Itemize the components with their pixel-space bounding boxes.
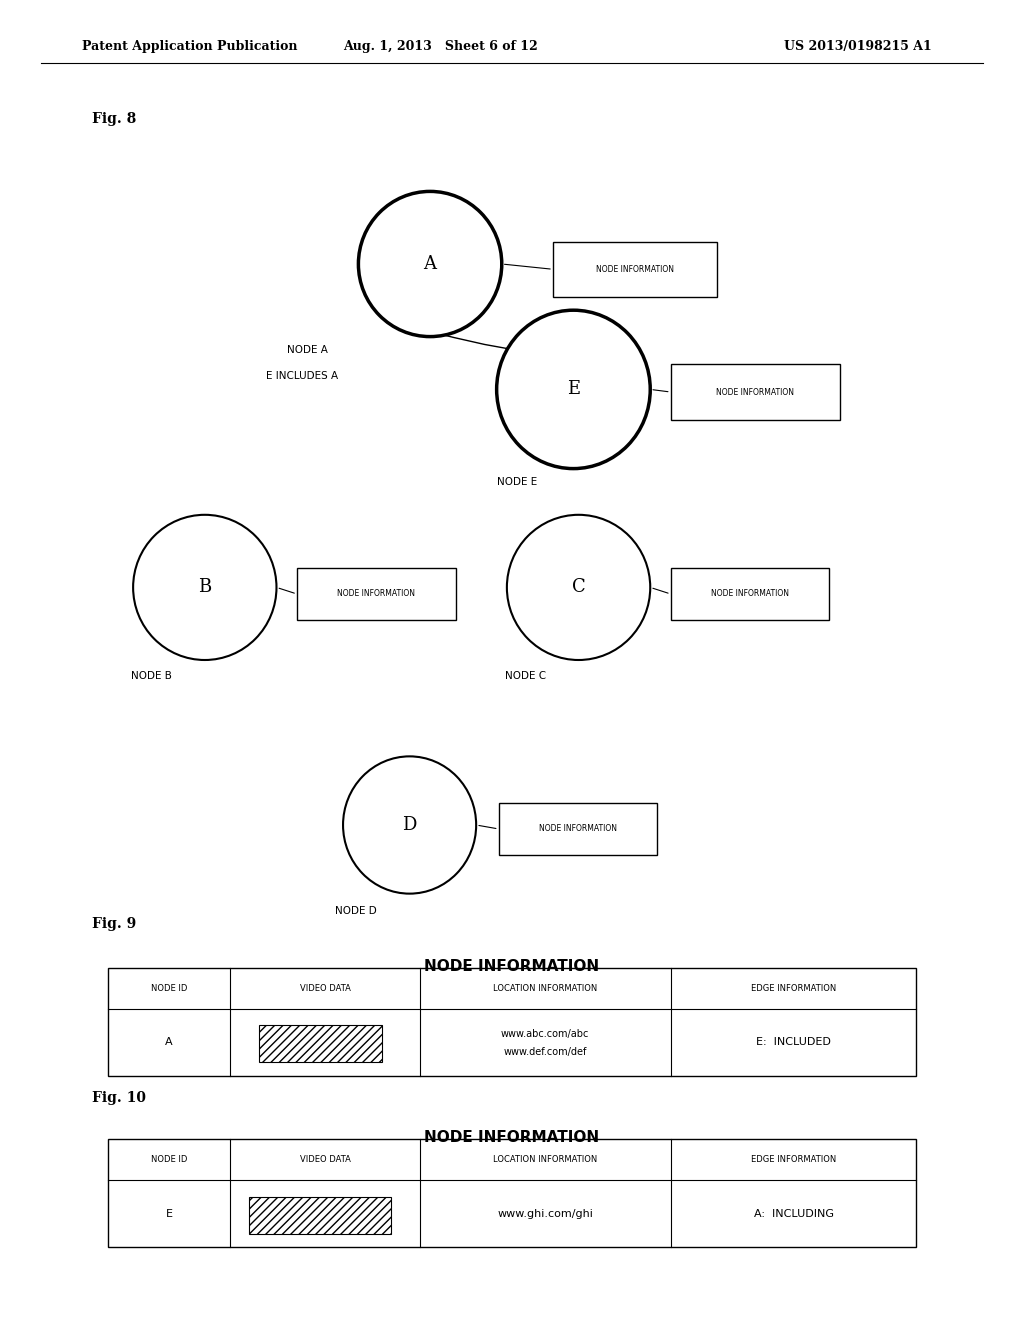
Text: NODE INFORMATION: NODE INFORMATION <box>424 958 600 974</box>
Text: NODE B: NODE B <box>131 671 172 681</box>
Text: C: C <box>571 578 586 597</box>
Text: A: A <box>424 255 436 273</box>
Text: US 2013/0198215 A1: US 2013/0198215 A1 <box>784 40 932 53</box>
FancyBboxPatch shape <box>671 568 829 620</box>
Text: www.abc.com/abc: www.abc.com/abc <box>501 1030 590 1039</box>
Text: A: A <box>165 1038 173 1047</box>
Text: VIDEO DATA: VIDEO DATA <box>300 983 350 993</box>
Text: NODE INFORMATION: NODE INFORMATION <box>539 825 617 833</box>
Ellipse shape <box>507 515 650 660</box>
Text: NODE C: NODE C <box>505 671 546 681</box>
Text: NODE INFORMATION: NODE INFORMATION <box>711 590 790 598</box>
Text: E:  INCLUDED: E: INCLUDED <box>756 1038 831 1047</box>
FancyBboxPatch shape <box>499 803 657 855</box>
Text: NODE INFORMATION: NODE INFORMATION <box>337 590 416 598</box>
FancyBboxPatch shape <box>249 1197 391 1234</box>
Text: NODE E: NODE E <box>497 477 538 487</box>
Text: Patent Application Publication: Patent Application Publication <box>82 40 297 53</box>
Text: D: D <box>402 816 417 834</box>
FancyBboxPatch shape <box>553 242 717 297</box>
Text: NODE INFORMATION: NODE INFORMATION <box>596 265 674 273</box>
Text: VIDEO DATA: VIDEO DATA <box>300 1155 350 1164</box>
Text: Aug. 1, 2013   Sheet 6 of 12: Aug. 1, 2013 Sheet 6 of 12 <box>343 40 538 53</box>
Text: E: E <box>567 380 580 399</box>
Text: NODE ID: NODE ID <box>151 1155 187 1164</box>
Ellipse shape <box>358 191 502 337</box>
FancyBboxPatch shape <box>671 364 840 420</box>
Text: E: E <box>166 1209 172 1218</box>
FancyBboxPatch shape <box>297 568 456 620</box>
Text: EDGE INFORMATION: EDGE INFORMATION <box>751 1155 837 1164</box>
FancyBboxPatch shape <box>259 1026 382 1063</box>
Text: Fig. 10: Fig. 10 <box>92 1092 146 1105</box>
Ellipse shape <box>343 756 476 894</box>
Text: B: B <box>199 578 211 597</box>
Text: LOCATION INFORMATION: LOCATION INFORMATION <box>494 983 597 993</box>
Text: Fig. 8: Fig. 8 <box>92 112 136 125</box>
Ellipse shape <box>497 310 650 469</box>
Text: A:  INCLUDING: A: INCLUDING <box>754 1209 834 1218</box>
Text: NODE A: NODE A <box>287 345 328 355</box>
Ellipse shape <box>133 515 276 660</box>
Text: E INCLUDES A: E INCLUDES A <box>266 371 338 381</box>
Text: NODE INFORMATION: NODE INFORMATION <box>716 388 795 396</box>
Text: NODE ID: NODE ID <box>151 983 187 993</box>
Text: Fig. 9: Fig. 9 <box>92 917 136 931</box>
Text: www.def.com/def: www.def.com/def <box>504 1047 587 1057</box>
Text: www.ghi.com/ghi: www.ghi.com/ghi <box>498 1209 593 1218</box>
Text: NODE D: NODE D <box>336 906 377 916</box>
Text: NODE INFORMATION: NODE INFORMATION <box>424 1130 600 1146</box>
Text: EDGE INFORMATION: EDGE INFORMATION <box>751 983 837 993</box>
Text: LOCATION INFORMATION: LOCATION INFORMATION <box>494 1155 597 1164</box>
